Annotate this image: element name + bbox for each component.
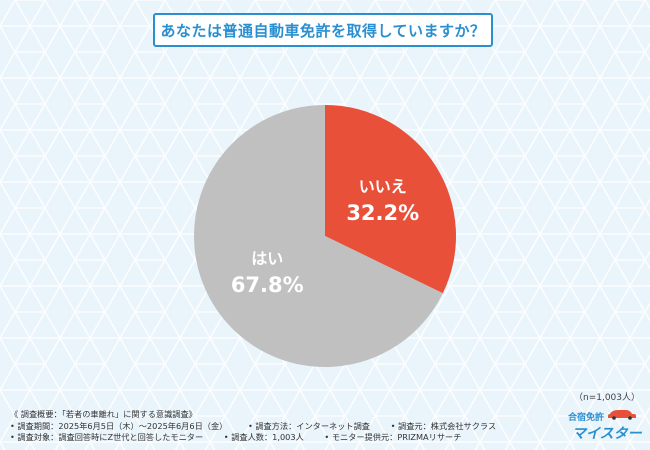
pie-slice-no — [325, 105, 457, 294]
survey-overview: 《 調査概要：「若者の車離れ」に関する意識調査》 • 調査期間：2025年6月5… — [10, 409, 530, 444]
survey-count: • 調査人数：1,003人 — [223, 432, 304, 442]
chart-title-text: あなたは普通自動車免許を取得していますか？ — [160, 21, 486, 40]
brand-logo: 合宿免許 マイスター — [568, 410, 643, 442]
logo-line-1: 合宿免許 — [568, 411, 604, 423]
slice-label-yes: はい — [251, 249, 283, 268]
pie-slice-yes — [194, 105, 443, 367]
survey-source: • 調査元：株式会社サクラス — [390, 420, 497, 431]
slice-value-yes: 67.8% — [231, 273, 304, 297]
survey-method: • 調査方法：インターネット調査 — [247, 420, 370, 431]
survey-row-2: • 調査期間：2025年6月5日（木）～2025年6月6日（金） • 調査方法：… — [10, 421, 530, 433]
car-icon — [608, 410, 636, 418]
survey-target: • 調査対象：調査回答時にZ世代と回答したモニター — [10, 432, 204, 442]
slice-label-no: いいえ — [359, 177, 407, 196]
sample-size-note: （n=1,003人） — [573, 393, 640, 403]
chart-title: あなたは普通自動車免許を取得していますか？ — [153, 13, 493, 47]
slice-value-no: 32.2% — [346, 201, 419, 225]
survey-period: • 調査期間：2025年6月5日（木）～2025年6月6日（金） — [10, 420, 228, 431]
survey-overview-title-row: 《 調査概要：「若者の車離れ」に関する意識調査》 — [10, 409, 530, 421]
survey-row-3: • 調査対象：調査回答時にZ世代と回答したモニター • 調査人数：1,003人 … — [10, 432, 530, 444]
survey-provider: • モニター提供元：PRIZMAリサーチ — [324, 432, 462, 442]
survey-overview-title: 《 調査概要：「若者の車離れ」に関する意識調査》 — [10, 409, 197, 419]
logo-line-2: マイスター — [572, 426, 643, 442]
